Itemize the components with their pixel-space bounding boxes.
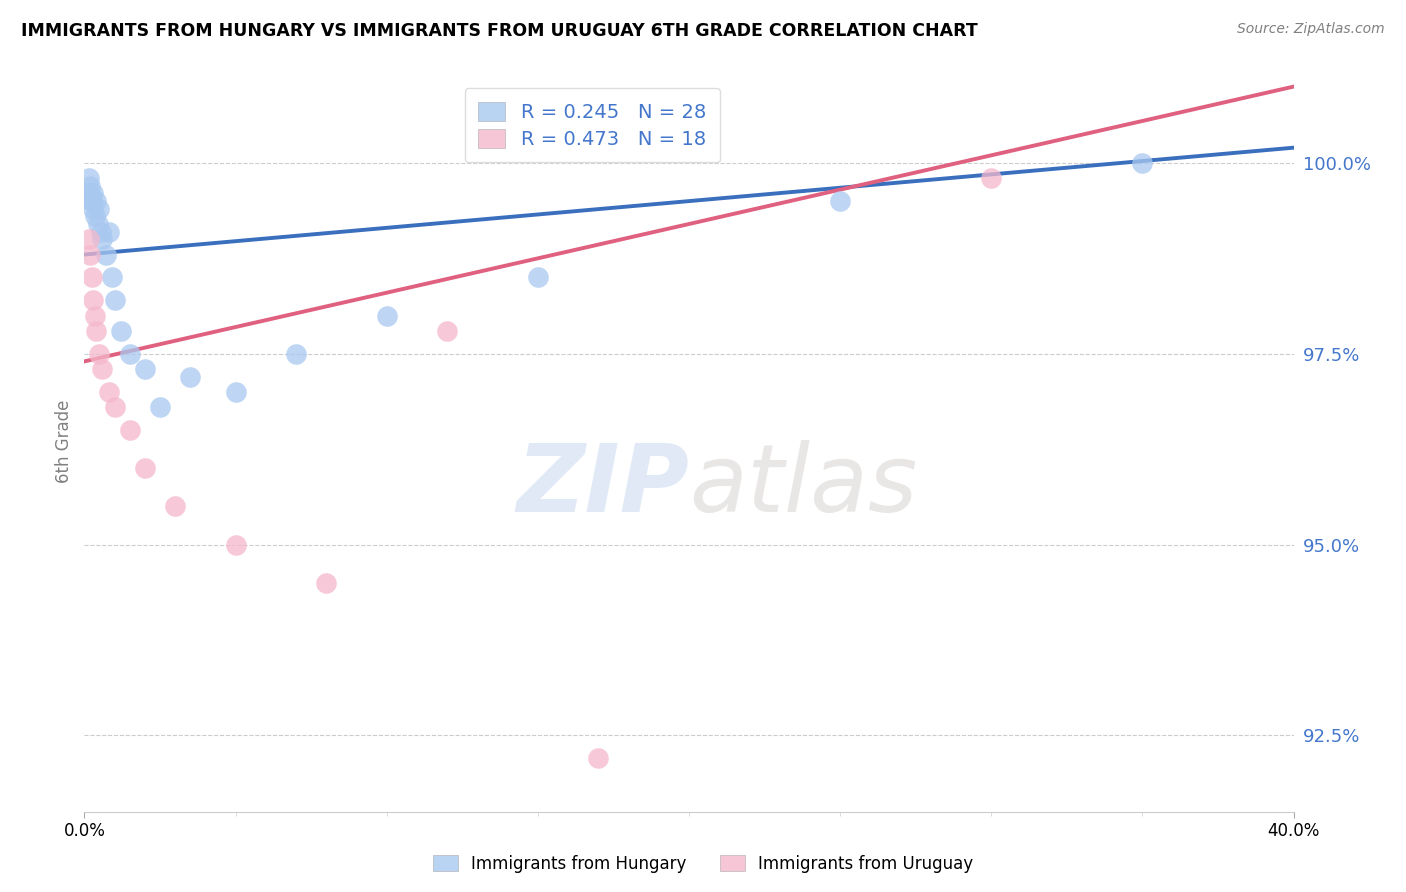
Point — [82, 293, 104, 308]
Point — [84, 309, 107, 323]
Point — [86, 324, 108, 338]
Point — [100, 270, 122, 285]
Text: ZIP: ZIP — [516, 440, 689, 532]
Text: atlas: atlas — [689, 441, 917, 532]
Text: IMMIGRANTS FROM HUNGARY VS IMMIGRANTS FROM URUGUAY 6TH GRADE CORRELATION CHART: IMMIGRANTS FROM HUNGARY VS IMMIGRANTS FR… — [21, 22, 977, 40]
Point — [91, 362, 114, 376]
Point — [588, 751, 610, 765]
Point — [79, 178, 101, 193]
Point — [1132, 156, 1154, 170]
Point — [89, 202, 111, 216]
Point — [104, 293, 127, 308]
Point — [980, 171, 1002, 186]
Point — [77, 232, 100, 246]
Point — [82, 202, 104, 216]
Point — [225, 538, 247, 552]
Point — [110, 324, 132, 338]
Point — [79, 186, 101, 201]
Point — [149, 400, 172, 414]
Point — [82, 186, 104, 201]
Point — [80, 270, 103, 285]
Point — [94, 247, 117, 261]
Point — [84, 210, 107, 224]
Point — [225, 384, 247, 399]
Point — [285, 347, 308, 361]
Point — [104, 400, 127, 414]
Point — [97, 225, 120, 239]
Point — [80, 194, 103, 208]
Point — [134, 362, 156, 376]
Point — [97, 384, 120, 399]
Point — [90, 225, 112, 239]
Text: Source: ZipAtlas.com: Source: ZipAtlas.com — [1237, 22, 1385, 37]
Point — [179, 369, 201, 384]
Point — [87, 217, 110, 231]
Point — [527, 270, 550, 285]
Point — [80, 194, 103, 208]
Point — [91, 232, 114, 246]
Point — [89, 347, 111, 361]
Point — [165, 500, 187, 514]
Point — [79, 247, 101, 261]
Point — [77, 171, 100, 186]
Legend: Immigrants from Hungary, Immigrants from Uruguay: Immigrants from Hungary, Immigrants from… — [426, 848, 980, 880]
Point — [118, 423, 141, 437]
Point — [134, 461, 156, 475]
Y-axis label: 6th Grade: 6th Grade — [55, 400, 73, 483]
Point — [315, 575, 337, 590]
Point — [86, 194, 108, 208]
Point — [436, 324, 458, 338]
Point — [830, 194, 852, 208]
Legend: R = 0.245   N = 28, R = 0.473   N = 18: R = 0.245 N = 28, R = 0.473 N = 18 — [464, 88, 720, 162]
Point — [375, 309, 398, 323]
Point — [118, 347, 141, 361]
